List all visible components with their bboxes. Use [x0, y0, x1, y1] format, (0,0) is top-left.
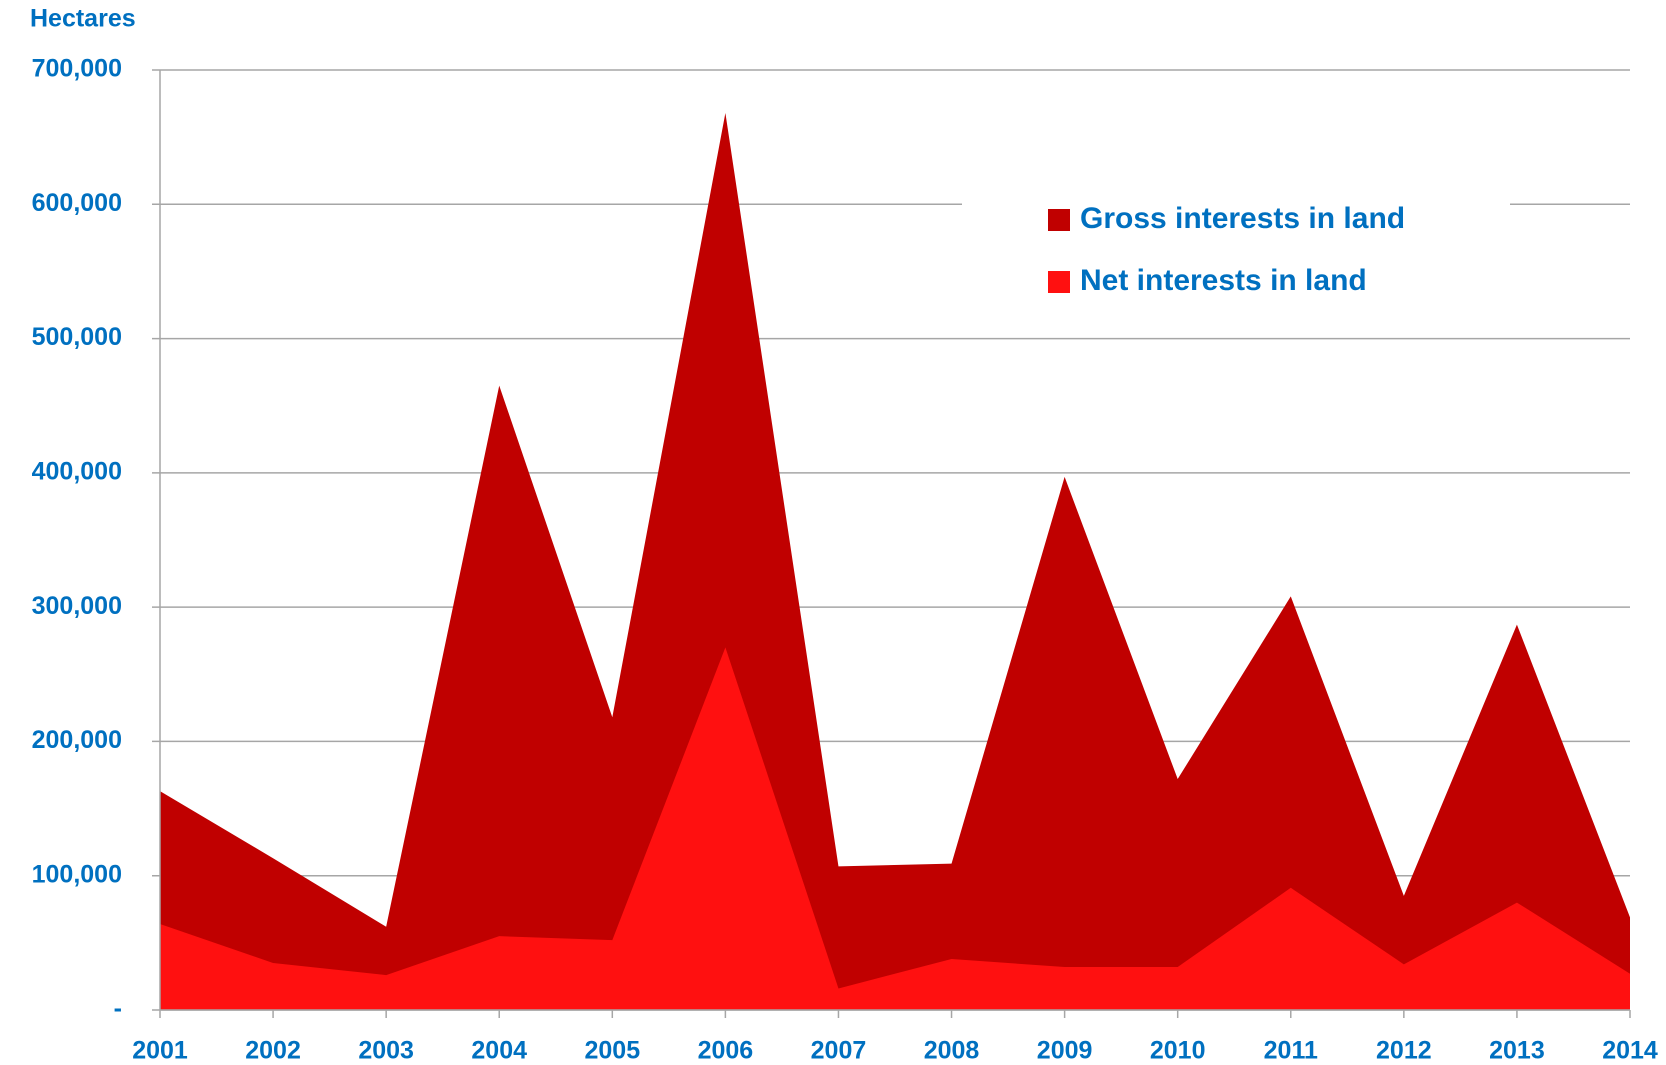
x-tick-label: 2006 — [698, 1037, 754, 1065]
x-tick-label: 2005 — [584, 1037, 640, 1065]
legend-label: Net interests in land — [1080, 264, 1367, 297]
x-tick-label: 2003 — [358, 1037, 414, 1065]
x-tick-label: 2014 — [1602, 1037, 1658, 1065]
y-tick-label: 700,000 — [32, 55, 122, 83]
y-axis-label: Hectares — [30, 5, 136, 33]
x-tick-label: 2004 — [471, 1037, 527, 1065]
area — [160, 647, 1630, 1010]
x-tick-label: 2002 — [245, 1037, 301, 1065]
y-tick-label: 400,000 — [32, 457, 122, 485]
legend-swatch — [1048, 209, 1070, 231]
y-tick-label: - — [114, 995, 122, 1023]
x-tick-label: 2007 — [811, 1037, 867, 1065]
y-tick-label: 500,000 — [32, 323, 122, 351]
y-tick-label: 100,000 — [32, 860, 122, 888]
x-tick-label: 2009 — [1037, 1037, 1093, 1065]
x-tick-label: 2012 — [1376, 1037, 1432, 1065]
area — [160, 112, 1630, 1010]
x-tick-label: 2011 — [1264, 1037, 1318, 1065]
y-tick-label: 600,000 — [32, 189, 122, 217]
y-tick-label: 200,000 — [32, 726, 122, 754]
legend-background — [962, 185, 1510, 320]
x-tick-label: 2010 — [1150, 1037, 1206, 1065]
y-tick-label: 300,000 — [32, 592, 122, 620]
legend: Gross interests in land Net interests in … — [962, 185, 1510, 320]
legend-swatch — [1048, 271, 1070, 293]
x-tick-label: 2001 — [132, 1037, 188, 1065]
x-tick-label: 2008 — [924, 1037, 980, 1065]
legend-label: Gross interests in land — [1080, 202, 1405, 235]
x-tick-label: 2013 — [1489, 1037, 1545, 1065]
